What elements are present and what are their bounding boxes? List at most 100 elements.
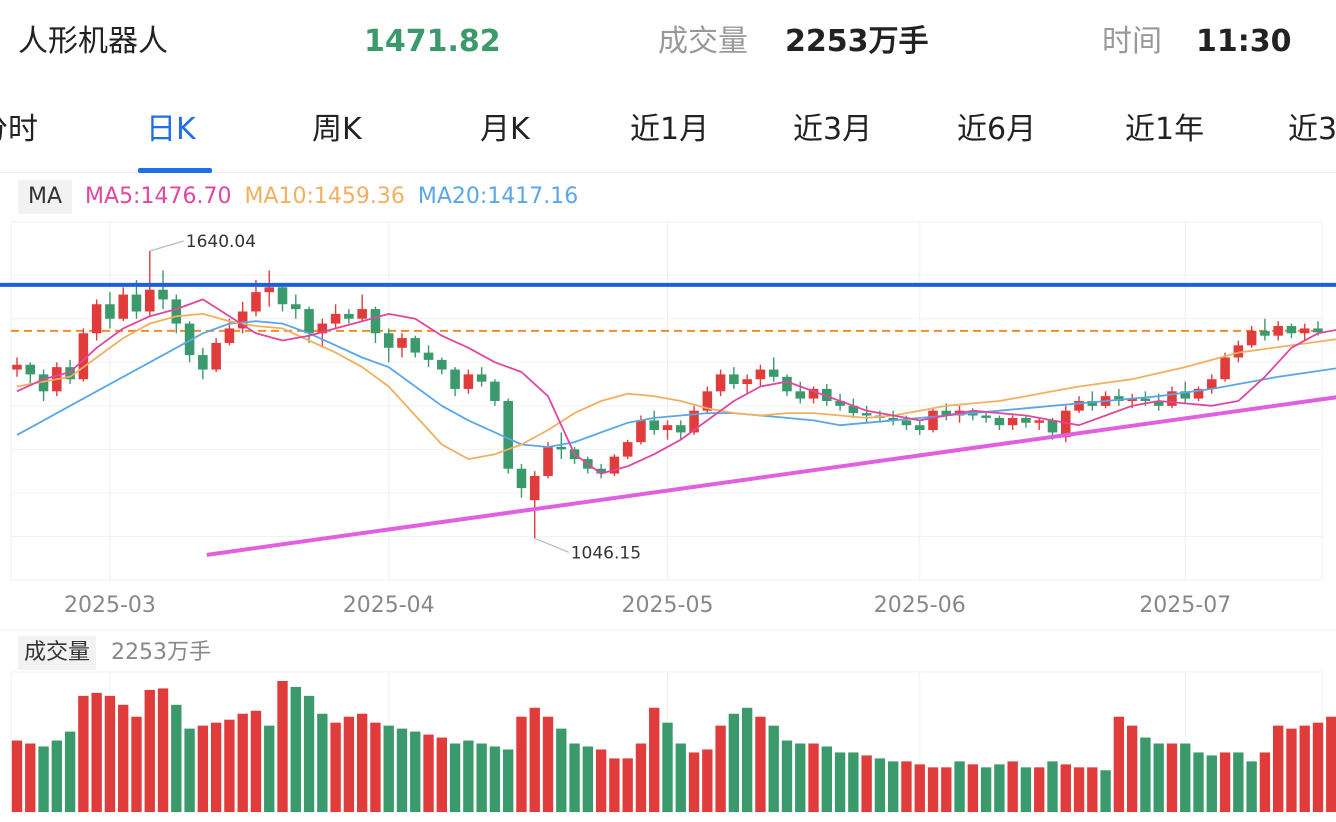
candle-body (211, 342, 221, 370)
volume-bar (635, 743, 647, 812)
tab-1-month[interactable]: 近1月 (630, 112, 710, 147)
last-price: 1471.82 (364, 24, 501, 59)
volume-bar (795, 743, 806, 812)
candle-body (1114, 396, 1124, 401)
ma5-legend: MA5:1476.70 (85, 184, 232, 209)
candle-body (1193, 388, 1204, 399)
volume-bar (410, 731, 421, 812)
tab-weekly-k[interactable]: 周K (312, 112, 362, 147)
candle-body (1220, 357, 1230, 380)
candle-body (662, 425, 673, 431)
candle-body (1074, 401, 1084, 411)
tab-daily-k[interactable]: 日K (146, 112, 196, 147)
tab-1-year[interactable]: 近1年 (1125, 112, 1205, 147)
candle-body (1087, 401, 1098, 406)
time-value: 11:30 (1196, 24, 1292, 59)
candle-body (675, 425, 686, 433)
volume-bar (529, 707, 540, 812)
tab-3-year[interactable]: 近3 (1288, 112, 1336, 147)
volume-bar (383, 725, 394, 812)
candle-body (755, 369, 766, 380)
volume-bar (118, 704, 129, 812)
candle-body (91, 304, 102, 334)
candle-body (928, 410, 938, 431)
volume-bar (38, 746, 49, 812)
volume-bar (1286, 728, 1297, 812)
ma-legend: MA MA5:1476.70 MA10:1459.36 MA20:1417.16 (18, 180, 578, 214)
candle-body (503, 401, 513, 469)
annotation-leader (534, 537, 569, 553)
volume-bar (264, 725, 275, 812)
candle-body (516, 468, 527, 489)
volume-bar (317, 713, 328, 812)
candle-body (702, 391, 713, 411)
volume-bar (927, 767, 939, 812)
tab-intraday[interactable]: 分时 (0, 112, 38, 147)
tab-monthly-k[interactable]: 月K (480, 112, 530, 147)
volume-bar (741, 707, 753, 812)
volume-bar (237, 713, 248, 812)
volume-bar (556, 728, 567, 812)
volume-bar (914, 764, 925, 812)
candle-body (144, 289, 155, 312)
volume-bar (184, 728, 195, 812)
volume-bar (1259, 752, 1271, 812)
candle-body (277, 287, 288, 305)
volume-bar (516, 716, 527, 812)
header: 人形机器人 1471.82 成交量 2253万手 时间 11:30 (0, 0, 1336, 84)
volume-bar (1219, 752, 1231, 812)
volume-bar (888, 761, 899, 812)
volume-bar (967, 764, 979, 812)
candle-body (808, 388, 819, 399)
volume-bar (994, 764, 1005, 812)
volume-bar (848, 752, 859, 812)
tab-6-month[interactable]: 近6月 (957, 112, 1037, 147)
ma5-line (16, 298, 1336, 475)
volume-bar (1153, 743, 1164, 812)
candle-body (742, 379, 752, 385)
volume-bar (171, 704, 182, 812)
volume-bar (980, 767, 992, 812)
volume-bar (622, 758, 633, 812)
volume-bar (503, 749, 514, 812)
volume-bar (144, 689, 155, 812)
volume-bar (1326, 716, 1336, 812)
candle-body (782, 376, 792, 392)
candle-body (1034, 420, 1044, 423)
volume-bar (277, 680, 288, 812)
candle-body (822, 388, 832, 401)
volume-bar (941, 767, 952, 812)
candle-body (768, 369, 779, 377)
volume-bar (1087, 767, 1098, 812)
ma20-line (16, 320, 1336, 448)
annotation-high: 1640.04 (186, 232, 256, 252)
candle-body (981, 415, 991, 418)
volume-legend-label: 成交量 (18, 636, 97, 670)
candle-body (105, 304, 115, 319)
candle-body (476, 374, 487, 382)
candle-body (1060, 410, 1071, 438)
volume-bar (542, 716, 554, 812)
candle-body (357, 309, 367, 319)
candle-body (490, 381, 500, 401)
candle-body (1299, 328, 1310, 334)
candle-body (1180, 391, 1191, 399)
candle-body (1207, 379, 1217, 389)
candle-body (729, 374, 739, 385)
volume-bar (1100, 770, 1111, 812)
candle-body (330, 313, 341, 324)
volume-legend-value: 2253万手 (111, 640, 212, 665)
volume-bar (1233, 752, 1244, 812)
volume-bar (11, 740, 23, 812)
volume-bar (1246, 761, 1257, 812)
candle-body (410, 338, 421, 353)
candle-body (65, 367, 75, 380)
volume-bar (954, 761, 965, 812)
volume-bar (1126, 725, 1138, 812)
tab-3-month[interactable]: 近3月 (793, 112, 873, 147)
volume-bar (1073, 767, 1085, 812)
volume-bar (1166, 743, 1178, 812)
volume-bar (210, 722, 222, 812)
volume-bar (104, 695, 116, 812)
